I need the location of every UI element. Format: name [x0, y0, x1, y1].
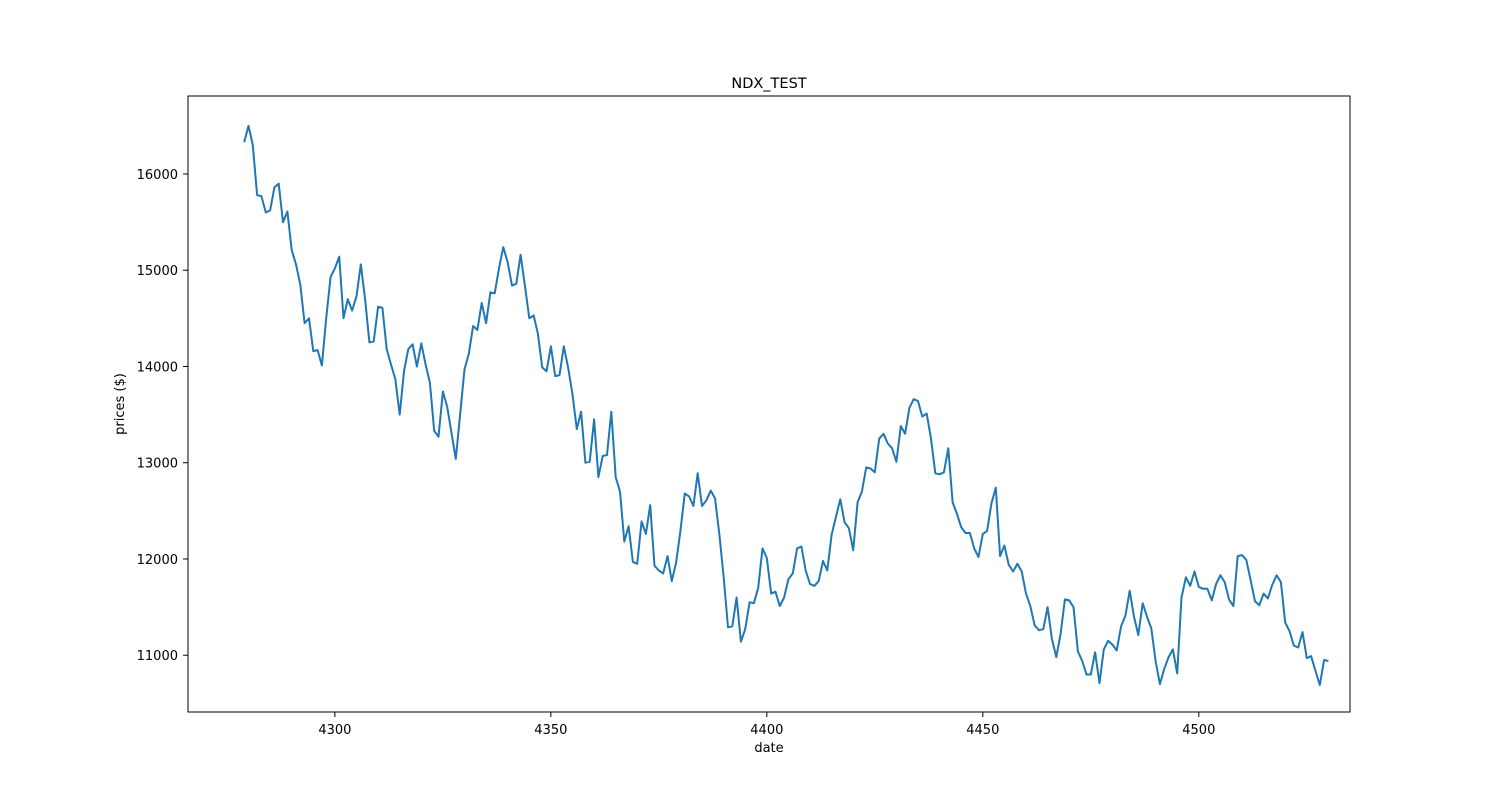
y-tick-label: 13000	[137, 457, 178, 472]
y-tick-label: 12000	[137, 553, 178, 568]
x-tick-label: 4400	[750, 723, 783, 738]
y-tick-label: 11000	[137, 649, 178, 664]
x-tick-label: 4450	[966, 723, 999, 738]
x-axis-ticks: 4300 4350 4400 4450 4500	[318, 712, 1215, 738]
y-tick-label: 15000	[137, 264, 178, 279]
price-series-line	[243, 124, 1329, 686]
chart-title: NDX_TEST	[731, 76, 806, 92]
x-tick-label: 4300	[318, 723, 351, 738]
y-tick-label: 14000	[137, 360, 178, 375]
y-axis-ticks: 11000 12000 13000 14000 15000 16000	[137, 168, 188, 664]
plot-frame	[187, 95, 1351, 713]
y-axis-label: prices ($)	[113, 373, 128, 435]
x-axis-label: date	[754, 741, 783, 756]
x-tick-label: 4500	[1182, 723, 1215, 738]
x-tick-label: 4350	[534, 723, 567, 738]
y-tick-label: 16000	[137, 168, 178, 183]
